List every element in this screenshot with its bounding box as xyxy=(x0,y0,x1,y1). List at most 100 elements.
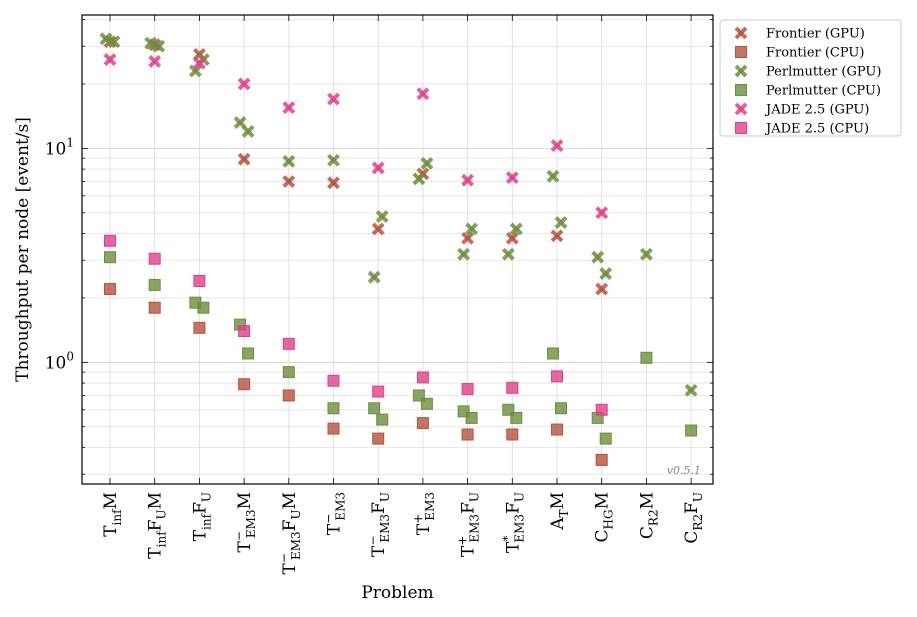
data-point-frontier-cpu xyxy=(416,417,429,430)
data-point-perlmutter-cpu xyxy=(547,347,559,360)
data-point-perlmutter-gpu xyxy=(546,169,560,183)
data-point-jade-2-5-cpu xyxy=(238,325,251,338)
x-tick-label: T*EM3FU xyxy=(500,492,526,553)
data-point-perlmutter-cpu xyxy=(510,411,523,424)
data-point-perlmutter-cpu xyxy=(197,301,210,314)
data-point-frontier-gpu xyxy=(595,282,609,296)
data-point-perlmutter-cpu xyxy=(327,402,340,415)
data-point-frontier-cpu xyxy=(282,389,295,402)
plot-frame xyxy=(81,14,714,485)
svg-text:T+EM3FU: T+EM3FU xyxy=(456,492,482,557)
data-point-jade-2-5-gpu xyxy=(416,87,430,101)
data-point-jade-2-5-cpu xyxy=(416,371,429,384)
data-point-perlmutter-gpu xyxy=(152,39,166,53)
data-point-frontier-gpu xyxy=(371,222,385,236)
data-point-perlmutter-gpu xyxy=(599,267,613,280)
data-point-perlmutter-gpu xyxy=(107,35,121,49)
data-point-perlmutter-cpu xyxy=(420,397,433,410)
svg-text:CR2FU: CR2FU xyxy=(682,492,705,544)
svg-text:CHGM: CHGM xyxy=(593,492,616,543)
x-tick-labels: TinfM TinfFUM TinfFU T−EM3M T−EM3FUM T−EM3 T−E… xyxy=(101,492,705,574)
data-point-perlmutter-cpu xyxy=(465,411,478,424)
x-tick-label: T−EM3FUM xyxy=(277,492,303,574)
version-label: v0.5.1 xyxy=(667,464,701,477)
data-point-frontier-gpu xyxy=(237,152,251,166)
x-tick-label: CR2M xyxy=(637,492,660,539)
data-point-perlmutter-cpu xyxy=(502,403,515,416)
data-point-perlmutter-gpu xyxy=(144,36,158,50)
data-point-perlmutter-cpu xyxy=(685,424,698,437)
legend-entry: JADE 2.5 (CPU) xyxy=(735,122,869,137)
data-point-jade-2-5-cpu xyxy=(327,374,340,387)
x-axis-title: Problem xyxy=(361,583,433,603)
data-point-perlmutter-gpu xyxy=(241,125,255,138)
data-point-jade-2-5-gpu xyxy=(550,139,564,153)
data-point-frontier-cpu xyxy=(238,378,251,391)
data-point-perlmutter-cpu xyxy=(282,366,295,379)
legend-label: Frontier (GPU) xyxy=(766,27,865,42)
y-tick-label: 100 xyxy=(45,349,74,373)
data-point-frontier-gpu xyxy=(282,175,296,188)
data-point-jade-2-5-cpu xyxy=(148,252,161,265)
data-point-jade-2-5-gpu xyxy=(505,171,519,185)
x-tick-label: CR2FU xyxy=(682,492,705,544)
x-tick-label: TinfFUM xyxy=(146,492,169,559)
data-point-jade-2-5-cpu xyxy=(595,403,608,416)
legend-marker xyxy=(734,102,748,116)
legend-box xyxy=(719,19,902,137)
data-point-frontier-gpu xyxy=(550,229,564,243)
svg-text:TinfFU: TinfFU xyxy=(190,492,213,541)
data-point-perlmutter-gpu xyxy=(367,270,381,284)
y-axis-title: Throughput per node [event/s] xyxy=(13,117,33,382)
data-point-frontier-cpu xyxy=(595,453,608,466)
data-point-perlmutter-cpu xyxy=(457,405,470,418)
data-point-perlmutter-cpu xyxy=(599,432,612,445)
svg-text:TinfM: TinfM xyxy=(101,492,124,537)
data-point-frontier-cpu xyxy=(506,428,519,441)
svg-text:T−EM3FU: T−EM3FU xyxy=(366,492,392,557)
data-point-perlmutter-cpu xyxy=(376,413,389,426)
data-point-perlmutter-gpu xyxy=(282,154,296,168)
legend-entry: Perlmutter (CPU) xyxy=(735,84,881,99)
data-point-jade-2-5-gpu xyxy=(595,206,609,220)
data-point-perlmutter-cpu xyxy=(412,389,425,402)
data-point-frontier-cpu xyxy=(104,283,116,296)
data-point-jade-2-5-gpu xyxy=(327,92,340,106)
legend-marker xyxy=(735,84,747,96)
data-point-perlmutter-gpu xyxy=(375,210,389,223)
data-point-perlmutter-gpu xyxy=(554,216,568,229)
data-point-jade-2-5-gpu xyxy=(192,56,206,70)
legend-entry: Perlmutter (GPU) xyxy=(734,65,881,80)
data-point-jade-2-5-cpu xyxy=(506,381,519,394)
legend-label: Perlmutter (GPU) xyxy=(766,65,881,80)
data-point-frontier-gpu xyxy=(461,231,475,245)
x-tick-label: CHGM xyxy=(593,492,616,543)
data-point-jade-2-5-gpu xyxy=(371,161,385,175)
data-point-jade-2-5-cpu xyxy=(372,385,385,398)
data-point-perlmutter-gpu xyxy=(639,247,653,261)
legend-marker xyxy=(734,26,748,40)
data-point-perlmutter-gpu xyxy=(501,247,515,261)
legend-label: Perlmutter (CPU) xyxy=(766,84,881,99)
data-point-perlmutter-cpu xyxy=(555,402,567,415)
data-point-jade-2-5-cpu xyxy=(193,274,206,287)
data-point-perlmutter-gpu xyxy=(412,172,426,186)
svg-text:T−EM3M: T−EM3M xyxy=(232,492,258,553)
legend-label: Frontier (CPU) xyxy=(766,46,864,61)
data-point-jade-2-5-gpu xyxy=(237,77,251,91)
svg-text:T−EM3FUM: T−EM3FUM xyxy=(277,492,303,574)
data-point-perlmutter-cpu xyxy=(368,402,381,415)
ticks-layer: 100 101 xyxy=(45,15,713,484)
x-tick-label: T+EM3FU xyxy=(456,492,482,557)
data-point-jade-2-5-cpu xyxy=(551,370,563,383)
data-point-perlmutter-cpu xyxy=(104,251,116,264)
data-point-perlmutter-cpu xyxy=(242,347,255,360)
data-point-jade-2-5-gpu xyxy=(461,173,475,187)
data-point-frontier-cpu xyxy=(461,428,474,441)
svg-text:T*EM3FU: T*EM3FU xyxy=(500,492,526,553)
x-tick-label: ATM xyxy=(548,492,571,531)
data-point-perlmutter-gpu xyxy=(509,222,523,236)
data-point-frontier-gpu xyxy=(505,231,519,245)
legend-label: JADE 2.5 (GPU) xyxy=(764,103,869,118)
svg-text:ATM: ATM xyxy=(548,492,571,531)
